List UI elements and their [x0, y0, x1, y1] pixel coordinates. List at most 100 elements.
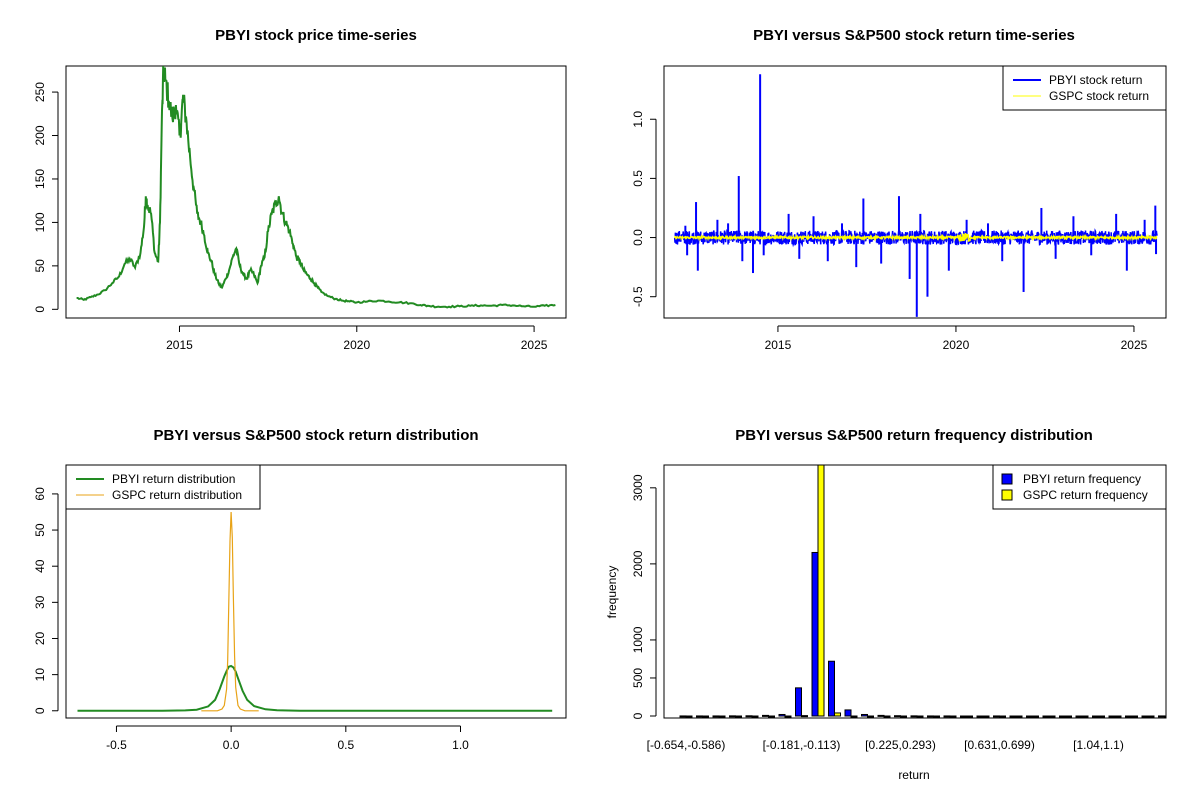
y-tick-label: 2000 — [631, 550, 645, 577]
gspc-frequency-bar — [883, 715, 891, 718]
y-tick-label: 20 — [33, 631, 47, 645]
chart-title: PBYI versus S&P500 stock return distribu… — [153, 427, 478, 444]
legend-label: PBYI stock return — [1049, 73, 1142, 87]
x-tick-label: -0.5 — [106, 738, 127, 752]
plot-frame — [663, 65, 1167, 319]
gspc-frequency-bar — [1114, 715, 1122, 718]
pbyi-frequency-bar — [960, 715, 967, 718]
x-tick-label: 2025 — [1121, 338, 1148, 352]
legend-swatch — [1001, 473, 1013, 485]
x-tick-label: 0.0 — [223, 738, 240, 752]
pbyi-frequency-bar — [976, 715, 984, 718]
gspc-frequency-bar — [1131, 715, 1138, 718]
gspc-frequency-bar — [966, 715, 973, 718]
gspc-return-line — [673, 233, 1158, 242]
pbyi-frequency-bar — [861, 713, 868, 717]
chart-title: PBYI versus S&P500 stock return time-ser… — [753, 27, 1075, 44]
y-tick-label: 60 — [33, 487, 47, 501]
legend-label: PBYI return frequency — [1023, 472, 1141, 486]
pbyi-frequency-bar — [927, 715, 934, 718]
x-tick-label: 2015 — [765, 338, 792, 352]
pbyi-frequency-bar — [745, 715, 753, 718]
gspc-frequency-bar — [867, 715, 874, 718]
x-tick-label: 0.5 — [337, 738, 354, 752]
y-tick-label: 3000 — [631, 474, 645, 501]
pbyi-frequency-bar — [828, 660, 835, 717]
pbyi-frequency-bar — [1092, 715, 1099, 718]
pbyi-frequency-bar — [993, 715, 1000, 718]
gspc-frequency-bar — [768, 715, 775, 718]
pbyi-frequency-bar — [1108, 715, 1116, 718]
y-tick-label: 150 — [33, 169, 47, 189]
y-tick-label: 10 — [33, 668, 47, 682]
x-tick-label: 1.0 — [452, 738, 469, 752]
y-tick-label: 0 — [33, 707, 47, 714]
pbyi-frequency-bar — [729, 715, 736, 718]
y-tick-label: 1000 — [631, 626, 645, 653]
plot-frame — [65, 464, 567, 719]
chart-title: PBYI stock price time-series — [215, 27, 417, 44]
gspc-frequency-bar — [685, 715, 693, 718]
gspc-frequency-bar — [718, 715, 726, 718]
y-tick-label: 50 — [33, 259, 47, 273]
legend-label: PBYI return distribution — [112, 472, 235, 486]
legend-label: GSPC stock return — [1049, 89, 1149, 103]
y-tick-label: 100 — [33, 212, 47, 232]
gspc-frequency-bar — [982, 715, 990, 718]
x-category-label: [-0.181,-0.113) — [763, 738, 841, 752]
pbyi-frequency-bar — [795, 687, 802, 717]
gspc-density-line — [201, 511, 259, 712]
panel-return-frequency: PBYI versus S&P500 return frequency dist… — [605, 427, 1167, 782]
gspc-frequency-bar — [1015, 715, 1023, 718]
pbyi-frequency-bar — [1125, 715, 1132, 718]
gspc-frequency-bar — [916, 715, 924, 718]
legend-label: GSPC return frequency — [1023, 488, 1148, 502]
y-tick-label: 250 — [33, 82, 47, 102]
x-tick-label: 2020 — [343, 338, 370, 352]
y-tick-label: 200 — [33, 125, 47, 145]
pbyi-frequency-bar — [1059, 715, 1066, 718]
gspc-frequency-bar — [933, 715, 940, 718]
plot-frame — [663, 464, 1167, 719]
gspc-frequency-bar — [834, 712, 841, 717]
pbyi-frequency-bar — [844, 709, 852, 717]
pbyi-frequency-bar — [1026, 715, 1033, 718]
gspc-frequency-bar — [1048, 715, 1056, 718]
gspc-frequency-bar — [702, 715, 709, 718]
gspc-frequency-bar — [1032, 715, 1039, 718]
pbyi-frequency-bar — [1009, 715, 1017, 718]
x-axis-label: return — [898, 768, 929, 782]
legend-swatch — [1001, 489, 1013, 501]
legend-box — [65, 464, 261, 510]
y-tick-label: 30 — [33, 595, 47, 609]
chart-title: PBYI versus S&P500 return frequency dist… — [735, 427, 1093, 444]
legend-box — [992, 464, 1167, 510]
panel-return-timeseries: PBYI versus S&P500 stock return time-ser… — [631, 27, 1167, 352]
x-tick-label: 2020 — [943, 338, 970, 352]
y-tick-label: 0.0 — [631, 229, 645, 246]
pbyi-frequency-bar — [762, 714, 769, 717]
gspc-frequency-bar — [1147, 715, 1155, 718]
pbyi-frequency-bar — [696, 715, 703, 718]
gspc-frequency-bar — [900, 715, 907, 718]
gspc-frequency-bar — [949, 715, 957, 718]
gspc-frequency-bar — [1164, 715, 1166, 718]
gspc-frequency-bar — [1065, 715, 1072, 718]
y-tick-label: 40 — [33, 559, 47, 573]
x-category-label: [-0.654,-0.586) — [647, 738, 726, 752]
bar-group — [679, 465, 1166, 718]
panel-price-timeseries: PBYI stock price time-series 0 50 100 150 20… — [33, 27, 567, 352]
gspc-frequency-bar — [784, 715, 792, 718]
price-series-line — [76, 66, 556, 309]
pbyi-frequency-bar — [910, 715, 918, 718]
y-tick-label: 0.5 — [631, 170, 645, 187]
x-category-label: [0.225,0.293) — [865, 738, 936, 752]
gspc-frequency-bar — [999, 715, 1006, 718]
pbyi-frequency-bar — [1158, 715, 1165, 718]
legend-box — [1002, 65, 1167, 111]
pbyi-frequency-bar — [1042, 715, 1050, 718]
pbyi-frequency-bar — [811, 551, 819, 717]
pbyi-frequency-bar — [679, 715, 687, 718]
pbyi-frequency-bar — [712, 715, 720, 718]
